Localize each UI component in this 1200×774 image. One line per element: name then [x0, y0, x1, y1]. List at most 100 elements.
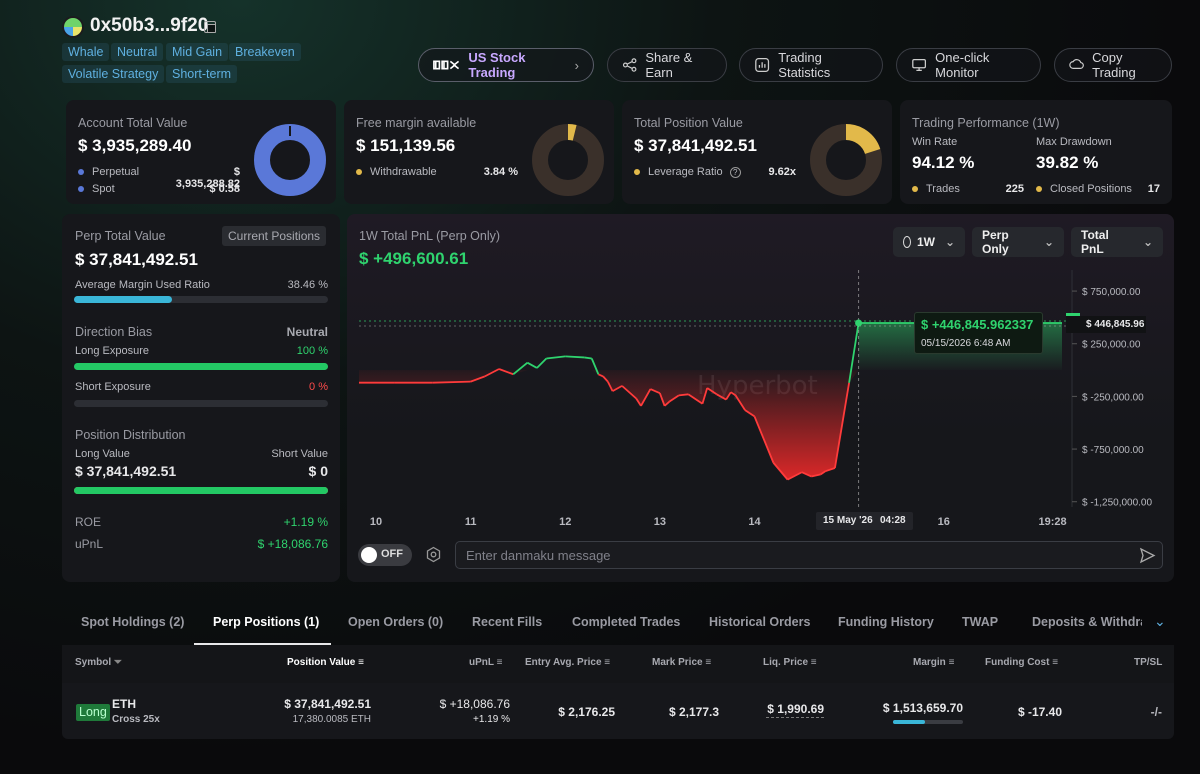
col-position-value[interactable]: Position Value ≡	[287, 657, 364, 668]
tab-recent-fills[interactable]: Recent Fills	[472, 615, 543, 629]
danmaku-input[interactable]: Enter danmaku message	[455, 541, 1163, 569]
avatar	[62, 16, 84, 38]
tab-funding-history[interactable]: Funding History	[838, 615, 934, 629]
pnl-line-segment	[659, 392, 666, 407]
trades-label: Trades	[926, 183, 960, 195]
send-icon[interactable]	[1139, 547, 1156, 564]
tab-perp-positions[interactable]: Perp Positions (1)	[213, 615, 320, 629]
pnl-line-chart[interactable]: Hyperbot $ 750,000.00$ 250,000.00$ -250,…	[347, 262, 1174, 540]
sort-icon[interactable]: ≡	[358, 657, 364, 668]
coin-symbol[interactable]: ETH	[112, 697, 136, 711]
tabs-more-chevron-icon[interactable]: ⌄	[1154, 613, 1166, 629]
sort-icon[interactable]: ≡	[810, 657, 817, 668]
col-entry-price[interactable]: Entry Avg. Price ≡	[525, 657, 611, 668]
closed-positions-value: 17	[1147, 183, 1160, 195]
bbx-logo-icon	[433, 60, 460, 70]
wallet-address: 0x50b3...9f20	[90, 15, 209, 36]
max-drawdown-label: Max Drawdown	[1036, 136, 1112, 148]
tab-completed-trades[interactable]: Completed Trades	[572, 615, 681, 629]
long-exposure-label: Long Exposure	[75, 345, 149, 357]
tab-spot-holdings[interactable]: Spot Holdings (2)	[81, 615, 185, 629]
help-icon[interactable]: ?	[729, 167, 741, 178]
pnl-line-segment	[825, 467, 836, 473]
col-symbol[interactable]: Symbol ⏷	[75, 657, 122, 668]
row-position-size: 17,380.0085 ETH	[292, 714, 371, 725]
free-margin-donut	[532, 124, 604, 196]
pnl-line-segment	[716, 393, 727, 401]
sort-icon[interactable]: ≡	[705, 657, 712, 668]
withdrawable-label: Withdrawable	[370, 166, 437, 178]
pnl-line-segment	[598, 373, 604, 378]
margin-ratio-value: 38.46 %	[287, 279, 328, 291]
metric-dropdown[interactable]: Total PnL ⌄	[1071, 227, 1163, 257]
row-upnl-pct: +1.19 %	[473, 714, 510, 725]
col-upnl[interactable]: uPnL ≡	[469, 657, 503, 668]
x-tick-label: 14	[748, 516, 761, 528]
tab-historical-orders[interactable]: Historical Orders	[709, 615, 811, 629]
max-drawdown-value: 39.82 %	[1036, 153, 1099, 172]
performance-title: Trading Performance (1W)	[912, 116, 1060, 130]
col-margin[interactable]: Margin ≡	[913, 657, 955, 668]
pnl-line-segment	[602, 375, 609, 383]
one-click-monitor-button[interactable]: One-click Monitor	[896, 48, 1041, 82]
col-funding-cost[interactable]: Funding Cost ≡	[985, 657, 1059, 668]
tag-short-term: Short-term	[166, 65, 238, 83]
row-funding-cost: $ -17.40	[1017, 705, 1062, 719]
pnl-line-segment	[848, 322, 860, 383]
free-margin-title: Free margin available	[356, 116, 477, 130]
col-mark-price[interactable]: Mark Price ≡	[652, 657, 712, 668]
tag-volatile-strategy: Volatile Strategy	[62, 65, 165, 83]
us-stock-trading-button[interactable]: US Stock Trading ›	[418, 48, 594, 82]
short-exposure-value: 0 %	[309, 381, 328, 393]
period-value: 1W	[916, 235, 935, 249]
copy-trading-button[interactable]: Copy Trading	[1054, 48, 1172, 82]
sort-icon[interactable]: ≡	[604, 657, 611, 668]
x-tick-label: 12	[559, 516, 571, 528]
account-value: $ 3,935,289.40	[78, 136, 192, 155]
x-tick-label: 19:28	[1038, 516, 1066, 528]
col-liq-price[interactable]: Liq. Price ≡	[763, 657, 817, 668]
x-tick-label: 10	[370, 516, 382, 528]
settings-icon[interactable]	[425, 546, 442, 563]
sort-icon[interactable]: ≡	[496, 657, 503, 668]
danmaku-toggle[interactable]: OFF	[358, 544, 412, 566]
hover-point	[855, 319, 863, 327]
side-badge: Long	[76, 704, 110, 721]
tab-open-orders[interactable]: Open Orders (0)	[348, 615, 444, 629]
tab-twap[interactable]: TWAP	[962, 615, 999, 629]
pnl-line-segment	[701, 387, 709, 405]
pnl-line-segment	[834, 382, 851, 469]
margin-bar	[893, 720, 963, 724]
pnl-line-segment	[801, 471, 812, 478]
period-dropdown[interactable]: 1W ⌄	[893, 227, 965, 257]
pnl-line-segment	[664, 400, 670, 407]
table-row[interactable]	[62, 683, 1174, 739]
y-tick-label: $ -1,250,000.00	[1082, 498, 1152, 509]
current-positions-button[interactable]: Current Positions	[222, 226, 327, 246]
trading-statistics-button[interactable]: Trading Statistics	[739, 48, 883, 82]
free-margin-value: $ 151,139.56	[356, 136, 456, 155]
share-icon	[622, 58, 637, 72]
table-header	[62, 645, 1174, 683]
crosshair-label: 15 May '26 04:28	[816, 512, 913, 530]
copy-icon[interactable]	[204, 21, 216, 33]
clock-icon	[903, 236, 911, 248]
roe-label: ROE	[75, 515, 102, 529]
position-distribution-bar	[74, 487, 328, 494]
x-tick-label: 11	[465, 516, 477, 528]
crosshair-time: 04:28	[880, 515, 906, 526]
row-mark-price: $ 2,177.3	[668, 705, 719, 719]
pnl-line-segment	[678, 393, 689, 397]
scope-dropdown[interactable]: Perp Only ⌄	[972, 227, 1064, 257]
sort-icon[interactable]: ≡	[1052, 657, 1059, 668]
share-earn-button[interactable]: Share & Earn	[607, 48, 727, 82]
scope-value: Perp Only	[982, 228, 1009, 256]
filter-icon[interactable]: ⏷	[113, 657, 122, 668]
position-value: $ 37,841,492.51	[634, 136, 757, 155]
chevron-right-icon: ›	[574, 57, 579, 73]
sort-icon[interactable]: ≡	[948, 657, 955, 668]
tab-deposits-withdraw[interactable]: Deposits & Withdraw	[1032, 615, 1142, 629]
leverage-value: 9.62x	[768, 166, 796, 178]
margin-ratio-bar	[74, 296, 328, 303]
row-position-value: $ 37,841,492.51	[284, 697, 371, 711]
